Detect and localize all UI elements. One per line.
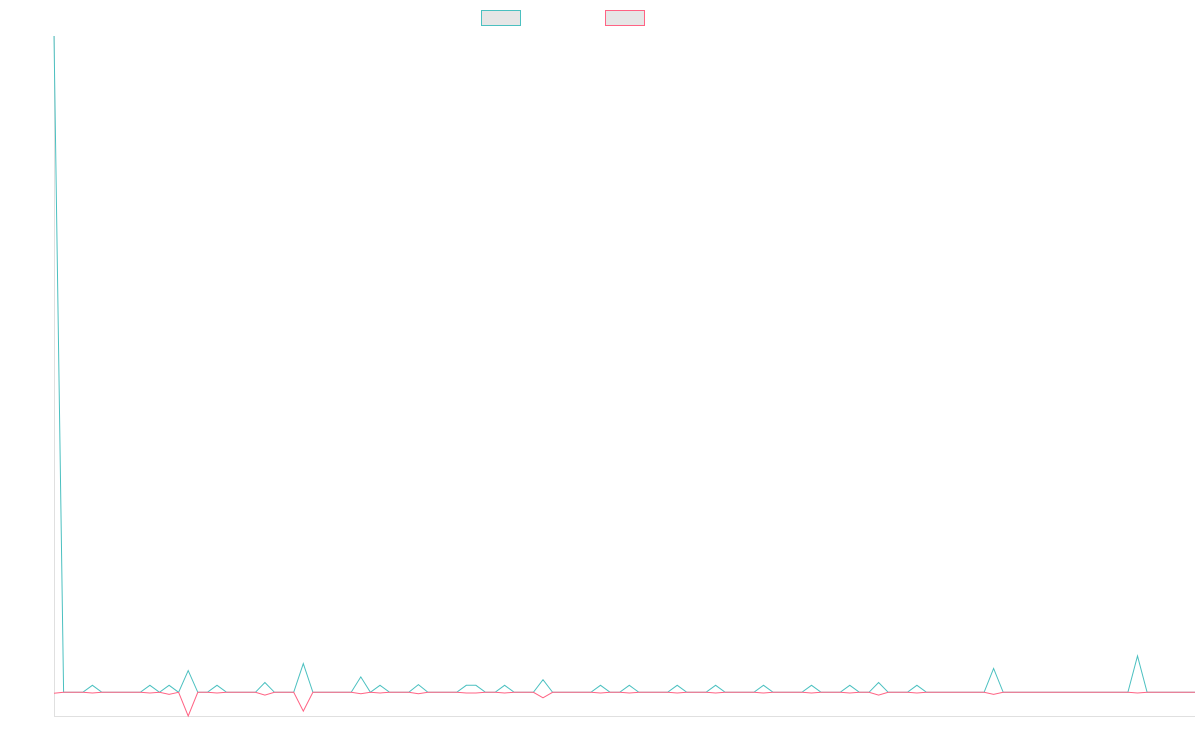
series-line-2 bbox=[53, 691, 1195, 718]
series-line-1 bbox=[53, 35, 1195, 694]
legend bbox=[481, 10, 645, 26]
legend-swatch-2[interactable] bbox=[605, 10, 645, 26]
legend-swatch-1[interactable] bbox=[481, 10, 521, 26]
